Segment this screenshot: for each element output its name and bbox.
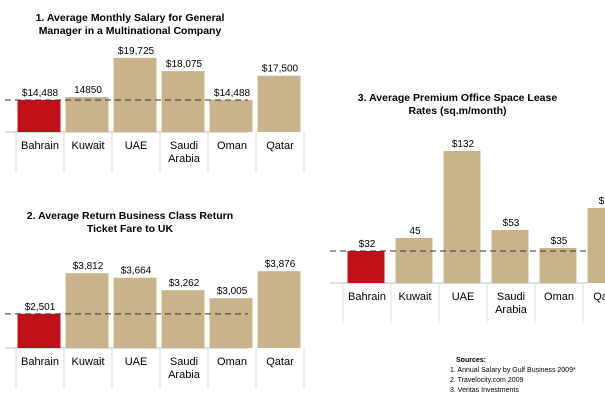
x-tick-label: Saudi (497, 291, 525, 303)
data-label: $3,005 (217, 286, 248, 297)
data-label: $132 (452, 139, 475, 150)
bar (347, 251, 385, 283)
x-tick-label: Qatar (593, 291, 605, 303)
chart-1-title: 1. Average Monthly Salary for General Ma… (35, 12, 225, 37)
data-label: $3,876 (265, 259, 296, 270)
source-item: 2. Travelocity.com 2009 (450, 377, 524, 384)
sources-note: Sources: 1. Annual Salary by Gulf Busine… (450, 356, 576, 396)
bar (65, 273, 109, 348)
x-tick-label: Oman (217, 356, 247, 368)
data-label: 14850 (74, 85, 102, 96)
chart-1-salary: $14,488 Bahrain 14850 Kuwait $19,725 UAE $18,0… (5, 46, 305, 172)
source-item: 1. Annual Salary by Gulf Business 2009* (450, 367, 576, 374)
data-label: $2,501 (25, 302, 56, 313)
x-tick-label: Oman (217, 140, 247, 152)
source-item: 3. Veritas Investments (450, 387, 519, 394)
data-label: $14,488 (22, 88, 59, 99)
data-label: $3,812 (73, 261, 104, 272)
bar (587, 208, 605, 283)
x-tick-label: Bahrain (21, 356, 59, 368)
bar (65, 97, 109, 132)
x-tick-label: Arabia (168, 369, 201, 381)
x-tick-label: Qatar (266, 140, 294, 152)
chart-2-ticket-fare: $2,501 Bahrain $3,812 Kuwait $3,664 UAE $3,262… (5, 259, 305, 388)
data-label: $53 (503, 218, 520, 229)
bar (443, 151, 481, 283)
x-tick-label: Kuwait (71, 356, 104, 368)
bar (539, 248, 577, 283)
x-tick-label: Kuwait (398, 291, 431, 303)
data-label: $35 (551, 236, 568, 247)
data-label: $75 (599, 196, 605, 207)
bar (395, 238, 433, 283)
x-tick-label: Kuwait (71, 140, 104, 152)
bar (17, 313, 61, 348)
data-label: $19,725 (118, 46, 155, 57)
data-label: $3,664 (121, 266, 152, 277)
x-tick-label: Saudi (170, 356, 198, 368)
bar (257, 271, 301, 348)
bar (257, 75, 301, 132)
bar (209, 298, 253, 348)
x-tick-label: Bahrain (348, 291, 386, 303)
data-label: $17,500 (262, 64, 299, 75)
x-tick-label: Arabia (495, 304, 528, 316)
sources-title: Sources: (456, 357, 486, 364)
bar (161, 290, 205, 348)
x-tick-label: Arabia (168, 153, 201, 165)
bar (161, 71, 205, 132)
data-label: 45 (409, 226, 421, 237)
bar (17, 99, 61, 132)
bar (113, 277, 157, 348)
x-tick-label: UAE (125, 356, 148, 368)
chart-3-title: 3. Average Premium Office Space Lease Ra… (357, 92, 558, 117)
x-tick-label: Qatar (266, 356, 294, 368)
data-label: $18,075 (166, 59, 203, 70)
data-label: $32 (359, 239, 376, 250)
x-tick-label: Oman (544, 291, 574, 303)
bar (209, 99, 253, 132)
chart-2-title: 2. Average Return Business Class Return … (26, 210, 234, 235)
bar (491, 230, 529, 283)
x-tick-label: UAE (452, 291, 475, 303)
x-tick-label: UAE (125, 140, 148, 152)
data-label: $14,488 (214, 88, 251, 99)
x-tick-label: Saudi (170, 140, 198, 152)
data-label: $3,262 (169, 278, 200, 289)
x-tick-label: Bahrain (21, 140, 59, 152)
bar (113, 57, 157, 132)
